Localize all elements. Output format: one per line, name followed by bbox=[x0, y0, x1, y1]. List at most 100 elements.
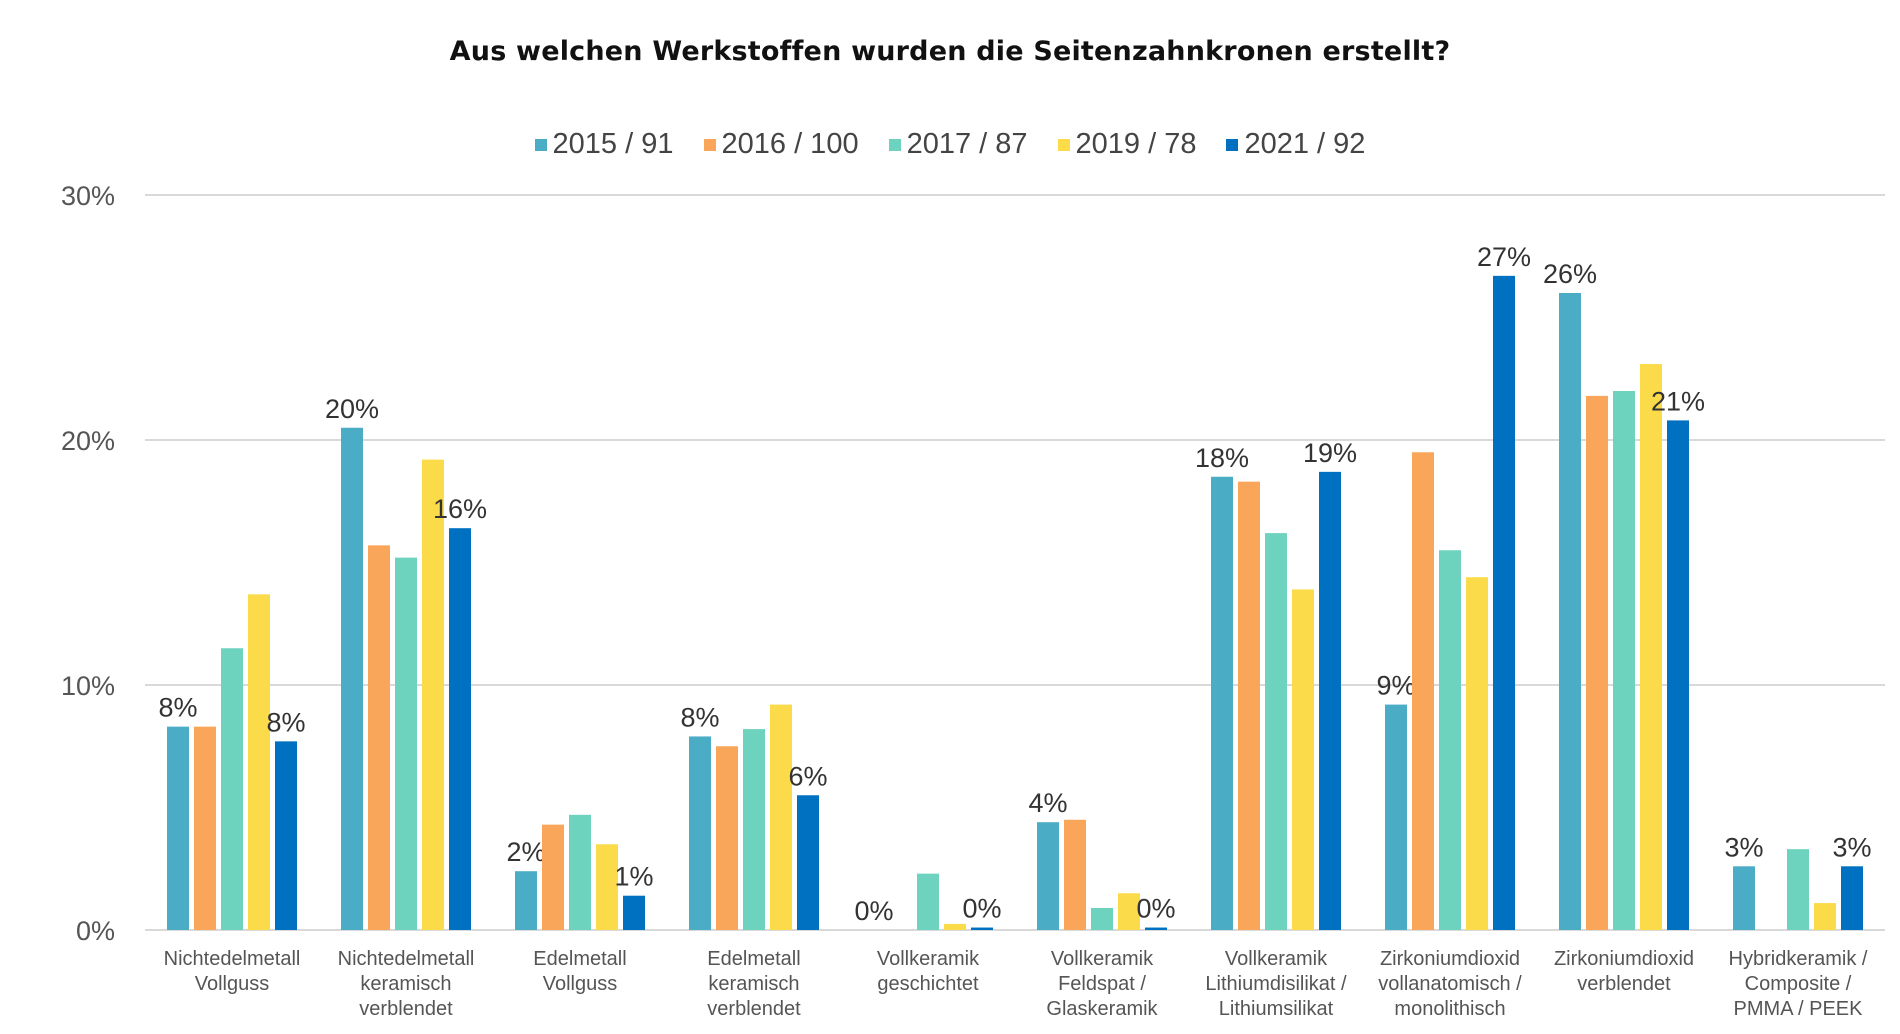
bar bbox=[422, 459, 444, 930]
x-tick-label-line: keramisch bbox=[360, 973, 451, 995]
data-label: 20% bbox=[325, 394, 379, 424]
bar bbox=[1787, 849, 1809, 930]
data-label: 18% bbox=[1195, 443, 1249, 473]
y-tick-label: 10% bbox=[61, 671, 115, 701]
x-tick-label-line: Glaskeramik bbox=[1046, 998, 1158, 1020]
x-tick-label-line: Zirkoniumdioxid bbox=[1554, 948, 1694, 970]
bar bbox=[542, 824, 564, 930]
bar bbox=[743, 729, 765, 930]
bar bbox=[449, 528, 471, 930]
bar bbox=[1319, 471, 1341, 930]
bar bbox=[1439, 550, 1461, 930]
x-tick-label-line: Edelmetall bbox=[707, 948, 800, 970]
bar bbox=[689, 736, 711, 930]
legend-label: 2019 / 78 bbox=[1075, 128, 1197, 160]
bar bbox=[1586, 395, 1608, 930]
bar bbox=[167, 726, 189, 930]
bar bbox=[971, 927, 993, 930]
bar bbox=[1466, 577, 1488, 930]
bar bbox=[917, 873, 939, 930]
x-tick-label: Vollkeramik Lithiumdisilikat / Lithiumsili… bbox=[1205, 948, 1347, 1020]
x-tick-label-line: Vollkeramik bbox=[1051, 948, 1154, 970]
x-tick-label-line: verblendet bbox=[1577, 973, 1671, 995]
x-tick-label-line: geschichtet bbox=[877, 973, 979, 995]
x-tick-label: Edelmetall Vollguss bbox=[533, 948, 626, 995]
bar bbox=[1640, 364, 1662, 930]
data-label: 27% bbox=[1477, 242, 1531, 272]
bar bbox=[1238, 481, 1260, 930]
bar bbox=[1559, 293, 1581, 930]
legend-item: 2019 / 78 bbox=[1057, 128, 1197, 161]
x-tick-label-line: monolithisch bbox=[1394, 998, 1505, 1020]
bar bbox=[770, 704, 792, 930]
bar bbox=[1412, 452, 1434, 930]
x-tick-label-line: Vollguss bbox=[195, 973, 270, 995]
bar bbox=[275, 741, 297, 930]
x-tick-label: Vollkeramik Feldspat / Glaskeramik bbox=[1046, 948, 1158, 1020]
x-tick-label: Hybridkeramik / Composite / PMMA / PEEK bbox=[1729, 948, 1868, 1020]
legend-swatch bbox=[1057, 138, 1070, 151]
data-label: 3% bbox=[1832, 832, 1871, 862]
bar bbox=[1292, 589, 1314, 930]
x-tick-label-line: Hybridkeramik / bbox=[1729, 948, 1868, 970]
legend-swatch bbox=[703, 138, 716, 151]
legend: 2015 / 91 2016 / 100 2017 / 87 2019 / 78 202… bbox=[0, 128, 1900, 161]
x-tick-label-line: Nichtedelmetall bbox=[164, 948, 301, 970]
data-label: 1% bbox=[614, 862, 653, 892]
x-tick-label: Vollkeramik geschichtet bbox=[877, 948, 980, 995]
bar bbox=[1667, 420, 1689, 930]
legend-item: 2017 / 87 bbox=[888, 128, 1028, 161]
data-label: 3% bbox=[1724, 832, 1763, 862]
bar bbox=[1118, 893, 1140, 930]
legend-label: 2016 / 100 bbox=[721, 128, 859, 160]
bar bbox=[1145, 927, 1167, 930]
x-tick-label: Edelmetall keramisch verblendet bbox=[707, 948, 801, 1020]
bar bbox=[515, 871, 537, 930]
bar bbox=[341, 427, 363, 930]
bar bbox=[194, 726, 216, 930]
data-label: 2% bbox=[506, 837, 545, 867]
bar bbox=[1265, 533, 1287, 930]
x-tick-label-line: Lithiumdisilikat / bbox=[1205, 973, 1347, 995]
data-label: 4% bbox=[1028, 788, 1067, 818]
x-tick-label: Nichtedelmetall keramisch verblendet bbox=[338, 948, 475, 1020]
x-tick-label: Zirkoniumdioxid vollanatomisch / monolithi… bbox=[1378, 948, 1522, 1020]
bar bbox=[368, 545, 390, 930]
legend-label: 2017 / 87 bbox=[906, 128, 1028, 160]
bar bbox=[1211, 476, 1233, 930]
data-label: 21% bbox=[1651, 386, 1705, 416]
bar bbox=[716, 746, 738, 930]
data-label: 9% bbox=[1376, 671, 1415, 701]
bar bbox=[1733, 866, 1755, 930]
bar bbox=[1037, 822, 1059, 930]
chart-title: Aus welchen Werkstoffen wurden die Seite… bbox=[449, 36, 1451, 67]
bar bbox=[1091, 907, 1113, 930]
legend-item: 2015 / 91 bbox=[534, 128, 674, 161]
legend-swatch bbox=[1226, 138, 1239, 151]
bar bbox=[1385, 704, 1407, 930]
data-label: 26% bbox=[1543, 259, 1597, 289]
x-tick-label-line: Vollguss bbox=[543, 973, 618, 995]
x-tick-label-line: Composite / bbox=[1745, 973, 1852, 995]
bar bbox=[395, 557, 417, 930]
legend-label: 2015 / 91 bbox=[552, 128, 674, 160]
x-tick-label-line: verblendet bbox=[707, 998, 801, 1020]
data-label: 0% bbox=[1136, 894, 1175, 924]
data-label: 0% bbox=[962, 894, 1001, 924]
legend-item: 2021 / 92 bbox=[1226, 128, 1365, 161]
data-label: 8% bbox=[680, 702, 719, 732]
bar bbox=[1064, 819, 1086, 930]
x-tick-label-line: Vollkeramik bbox=[877, 948, 980, 970]
bar bbox=[1841, 866, 1863, 930]
bar bbox=[623, 895, 645, 930]
x-tick-label: Nichtedelmetall Vollguss bbox=[164, 948, 301, 995]
data-label: 19% bbox=[1303, 438, 1357, 468]
data-label: 0% bbox=[854, 896, 893, 926]
x-tick-label-line: PMMA / PEEK bbox=[1734, 998, 1864, 1020]
x-tick-label-line: keramisch bbox=[708, 973, 799, 995]
bar bbox=[248, 594, 270, 930]
legend-swatch bbox=[888, 138, 901, 151]
legend-swatch bbox=[534, 138, 547, 151]
bar bbox=[596, 844, 618, 930]
